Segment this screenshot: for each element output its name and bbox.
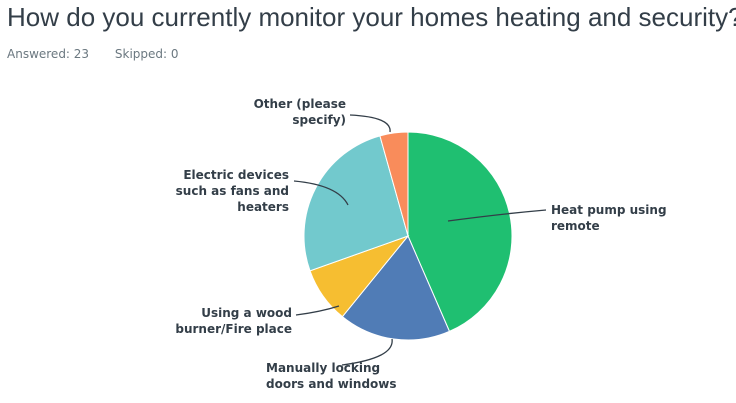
pie-slice-electric-devices-such-as-fans-and-heaters	[303, 135, 409, 272]
leader-line-electric-devices-such-as-fans-and-heaters	[293, 180, 349, 206]
slice-label-other-please-specify: Other (please specify)	[254, 97, 346, 127]
pie-slices	[303, 131, 513, 341]
slice-label-electric-devices-such-as-fans-and-heaters: Electric devices such as fans and heaters	[176, 168, 289, 214]
response-stats: Answered: 23 Skipped: 0	[7, 47, 179, 61]
slice-label-manually-locking-doors-and-windows: Manually locking doors and windows	[266, 361, 397, 391]
skipped-count: Skipped: 0	[114, 47, 179, 61]
pie-slice-heat-pump-using-remote	[407, 131, 513, 333]
leader-line-using-a-wood-burner-fire-place	[295, 305, 340, 316]
pie-slice-other-please-specify	[379, 131, 409, 237]
pie-labels: Heat pump using remote Manually locking doo…	[175, 97, 666, 391]
question-title: How do you currently monitor your homes …	[7, 2, 736, 32]
leader-line-heat-pump-using-remote	[447, 209, 547, 222]
leader-line-manually-locking-doors-and-windows	[341, 338, 393, 366]
answered-count: Answered: 23	[7, 47, 90, 61]
pie-leader-lines	[293, 114, 547, 366]
leader-line-other-please-specify	[349, 114, 391, 133]
pie-slice-manually-locking-doors-and-windows	[341, 235, 451, 341]
slice-label-using-a-wood-burner-fire-place: Using a wood burner/Fire place	[175, 306, 292, 336]
slice-label-heat-pump-using-remote: Heat pump using remote	[551, 203, 667, 233]
